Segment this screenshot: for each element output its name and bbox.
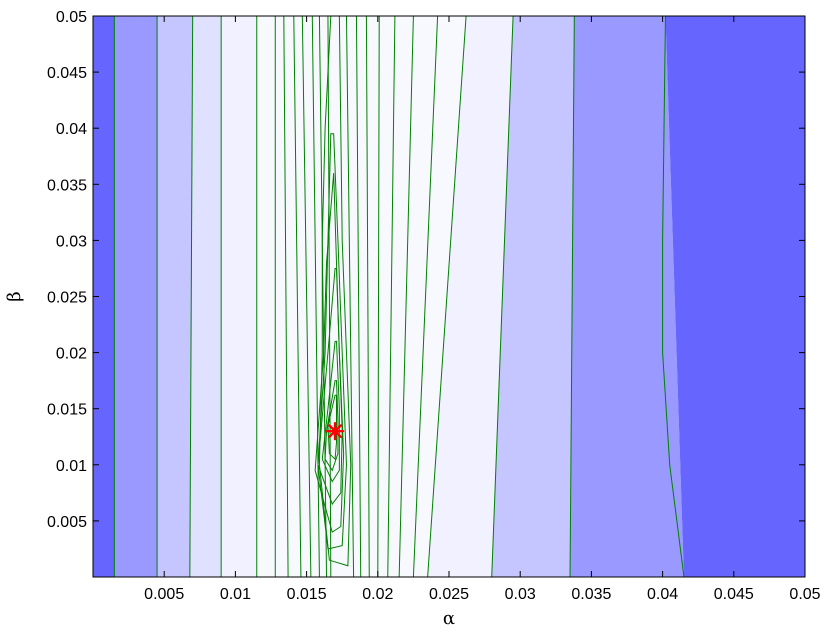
contour-band bbox=[491, 16, 575, 577]
contour-band bbox=[665, 16, 805, 577]
contour-band bbox=[189, 16, 222, 577]
x-tick-label: 0.025 bbox=[429, 586, 469, 603]
contour-loop bbox=[321, 340, 340, 483]
x-tick-label: 0.035 bbox=[571, 586, 611, 603]
contour-line bbox=[387, 15, 396, 578]
contour-line bbox=[398, 15, 414, 578]
contour-loop bbox=[324, 380, 339, 472]
contour-loop bbox=[317, 133, 347, 550]
contour-fill-layer bbox=[93, 16, 805, 577]
optimum-marker-layer bbox=[325, 421, 345, 441]
y-axis-ticks: 0.005 0.01 0.015 0.02 0.025 0.03 0.035 0.04 0.04… bbox=[47, 9, 805, 531]
x-axis-ticks: 0.005 0.01 0.015 0.02 0.025 0.03 0.035 0.04 0.04… bbox=[144, 16, 821, 603]
y-tick-label: 0.025 bbox=[47, 290, 87, 307]
y-tick-label: 0.005 bbox=[47, 514, 87, 531]
x-tick-label: 0.02 bbox=[362, 586, 393, 603]
contour-line bbox=[355, 15, 362, 578]
contour-band bbox=[570, 16, 684, 577]
y-tick-label: 0.045 bbox=[47, 65, 87, 82]
y-tick-label: 0.03 bbox=[56, 233, 87, 250]
contour-loop bbox=[327, 394, 337, 461]
contour-line bbox=[283, 15, 289, 578]
contour-line bbox=[427, 15, 467, 578]
x-tick-label: 0.03 bbox=[505, 586, 536, 603]
x-tick-label: 0.04 bbox=[647, 586, 678, 603]
x-tick-label: 0.01 bbox=[220, 586, 251, 603]
y-tick-label: 0.05 bbox=[56, 9, 87, 26]
contour-line bbox=[311, 15, 320, 578]
y-tick-label: 0.04 bbox=[56, 121, 87, 138]
contour-loop bbox=[317, 267, 343, 506]
y-axis-label: β bbox=[4, 291, 25, 301]
contour-line bbox=[189, 15, 194, 578]
contour-band bbox=[93, 16, 115, 577]
x-axis-label: α bbox=[443, 608, 455, 629]
contour-line bbox=[301, 15, 312, 578]
optimum-marker-stroke bbox=[328, 424, 342, 438]
contour-line bbox=[318, 15, 328, 578]
contour-line bbox=[327, 15, 332, 578]
contour-line bbox=[569, 15, 575, 578]
contour-line-layer bbox=[113, 15, 685, 578]
contour-line bbox=[345, 15, 355, 578]
contour-line bbox=[377, 15, 380, 578]
contour-line bbox=[412, 15, 439, 578]
contour-loop bbox=[318, 15, 352, 567]
x-tick-label: 0.015 bbox=[287, 586, 327, 603]
contour-band bbox=[157, 16, 193, 577]
y-tick-label: 0.01 bbox=[56, 458, 87, 475]
x-tick-label: 0.05 bbox=[789, 586, 820, 603]
contour-line bbox=[293, 15, 302, 578]
x-tick-label: 0.045 bbox=[714, 586, 754, 603]
contour-band bbox=[114, 16, 158, 577]
contour-line bbox=[365, 15, 370, 578]
x-tick-label: 0.005 bbox=[144, 586, 184, 603]
contour-line bbox=[662, 15, 685, 578]
contour-line bbox=[491, 15, 514, 578]
y-tick-label: 0.02 bbox=[56, 346, 87, 363]
y-tick-label: 0.015 bbox=[47, 402, 87, 419]
y-tick-label: 0.035 bbox=[47, 177, 87, 194]
